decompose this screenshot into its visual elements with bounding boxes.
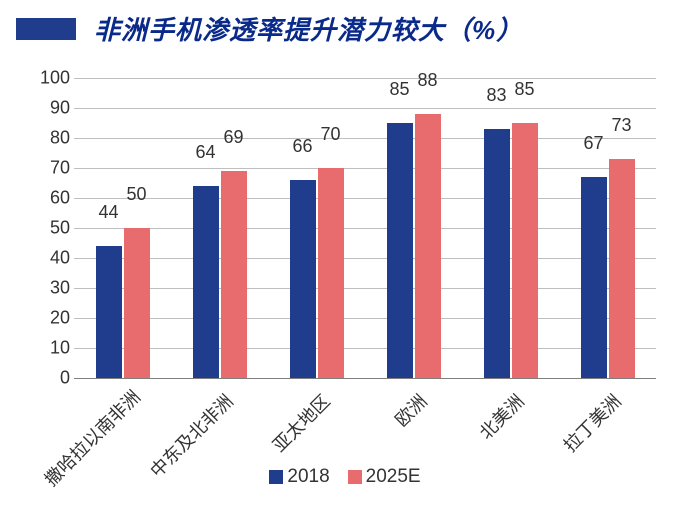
gridline — [74, 318, 656, 319]
bar-group: 4450 — [87, 78, 159, 378]
title-bullet-icon — [16, 18, 76, 40]
y-tick-label: 10 — [20, 338, 70, 359]
bar-value-label: 83 — [482, 85, 512, 106]
chart-container: 非洲手机渗透率提升潜力较大（%） 0102030405060708090100 … — [0, 0, 694, 520]
bar-value-label: 69 — [219, 127, 249, 148]
bar — [581, 177, 607, 378]
bar — [512, 123, 538, 378]
legend-swatch-icon — [348, 470, 362, 484]
plot-region: 445064696670858883856773 — [74, 78, 656, 378]
bar — [193, 186, 219, 378]
gridline — [74, 138, 656, 139]
chart-title: 非洲手机渗透率提升潜力较大（%） — [16, 10, 523, 47]
bar — [484, 129, 510, 378]
bar-group: 8588 — [378, 78, 450, 378]
chart-area: 0102030405060708090100 44506469667085888… — [20, 72, 670, 492]
gridline — [74, 198, 656, 199]
legend-item-2025e: 2025E — [348, 466, 421, 488]
bar-value-label: 70 — [316, 124, 346, 145]
bar — [387, 123, 413, 378]
legend-swatch-icon — [269, 470, 283, 484]
y-tick-label: 90 — [20, 98, 70, 119]
bar-group: 6670 — [281, 78, 353, 378]
gridline — [74, 288, 656, 289]
bar — [318, 168, 344, 378]
bar-group: 6773 — [572, 78, 644, 378]
gridline — [74, 108, 656, 109]
bar-value-label: 67 — [579, 133, 609, 154]
bar — [609, 159, 635, 378]
legend-item-2018: 2018 — [269, 466, 329, 488]
bar — [221, 171, 247, 378]
bar — [124, 228, 150, 378]
bar-value-label: 44 — [94, 202, 124, 223]
gridline — [74, 228, 656, 229]
bar-value-label: 64 — [191, 142, 221, 163]
legend-label: 2018 — [287, 466, 329, 488]
y-tick-label: 0 — [20, 368, 70, 389]
bar-group: 8385 — [475, 78, 547, 378]
bar-value-label: 85 — [385, 79, 415, 100]
y-tick-label: 80 — [20, 128, 70, 149]
bar-value-label: 73 — [607, 115, 637, 136]
gridline — [74, 348, 656, 349]
y-tick-label: 20 — [20, 308, 70, 329]
bar — [415, 114, 441, 378]
bar-group: 6469 — [184, 78, 256, 378]
y-tick-label: 50 — [20, 218, 70, 239]
bar — [290, 180, 316, 378]
bar-value-label: 66 — [288, 136, 318, 157]
legend: 2018 2025E — [20, 466, 670, 488]
y-tick-label: 100 — [20, 68, 70, 89]
y-tick-label: 40 — [20, 248, 70, 269]
gridline — [74, 78, 656, 79]
y-tick-label: 30 — [20, 278, 70, 299]
bar-value-label: 85 — [510, 79, 540, 100]
bar — [96, 246, 122, 378]
bar-value-label: 50 — [122, 184, 152, 205]
bar-value-label: 88 — [413, 70, 443, 91]
legend-label: 2025E — [366, 466, 421, 488]
y-tick-label: 60 — [20, 188, 70, 209]
gridline — [74, 378, 656, 379]
gridline — [74, 258, 656, 259]
title-text: 非洲手机渗透率提升潜力较大（%） — [94, 10, 523, 47]
y-tick-label: 70 — [20, 158, 70, 179]
gridline — [74, 168, 656, 169]
